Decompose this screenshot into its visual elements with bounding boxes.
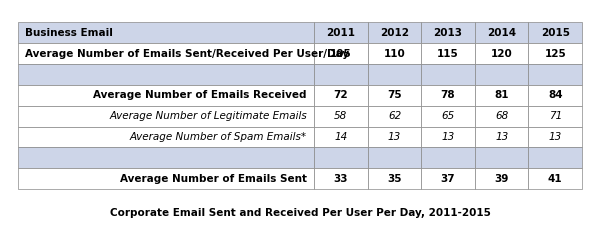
Bar	[529, 126, 582, 147]
Text: 2011: 2011	[326, 28, 355, 38]
Text: Average Number of Emails Sent: Average Number of Emails Sent	[120, 174, 307, 184]
Text: Average Number of Spam Emails*: Average Number of Spam Emails*	[130, 132, 307, 142]
Text: 65: 65	[442, 111, 455, 121]
Text: 71: 71	[548, 111, 562, 121]
Text: 72: 72	[334, 90, 348, 100]
Text: 35: 35	[387, 174, 402, 184]
Bar	[18, 147, 314, 168]
Bar	[475, 85, 529, 106]
Text: 62: 62	[388, 111, 401, 121]
Text: Average Number of Emails Received: Average Number of Emails Received	[94, 90, 307, 100]
Bar	[314, 147, 368, 168]
Bar	[475, 168, 529, 189]
Text: 105: 105	[330, 49, 352, 59]
Bar	[475, 43, 529, 64]
Text: 13: 13	[548, 132, 562, 142]
Bar	[368, 168, 421, 189]
Bar	[314, 126, 368, 147]
Text: 13: 13	[495, 132, 508, 142]
Bar	[421, 126, 475, 147]
Text: 120: 120	[491, 49, 512, 59]
Text: 2015: 2015	[541, 28, 570, 38]
Bar	[314, 168, 368, 189]
Text: 78: 78	[441, 90, 455, 100]
Bar	[368, 106, 421, 126]
Bar	[18, 106, 314, 126]
Text: 81: 81	[494, 90, 509, 100]
Bar	[529, 43, 582, 64]
Bar	[368, 43, 421, 64]
Bar	[475, 126, 529, 147]
Bar	[18, 22, 314, 43]
Text: 115: 115	[437, 49, 459, 59]
Bar	[475, 22, 529, 43]
Bar	[421, 85, 475, 106]
Bar	[314, 43, 368, 64]
Bar	[18, 43, 314, 64]
Bar	[368, 126, 421, 147]
Text: 39: 39	[494, 174, 509, 184]
Bar	[529, 85, 582, 106]
Bar	[314, 64, 368, 85]
Bar	[529, 106, 582, 126]
Bar	[475, 106, 529, 126]
Bar	[368, 22, 421, 43]
Bar	[529, 22, 582, 43]
Bar	[529, 64, 582, 85]
Bar	[18, 168, 314, 189]
Bar	[421, 22, 475, 43]
Text: 13: 13	[388, 132, 401, 142]
Bar	[368, 85, 421, 106]
Text: Business Email: Business Email	[25, 28, 113, 38]
Bar	[368, 147, 421, 168]
Text: 110: 110	[383, 49, 406, 59]
Text: 84: 84	[548, 90, 563, 100]
Bar	[529, 168, 582, 189]
Text: Average Number of Legitimate Emails: Average Number of Legitimate Emails	[109, 111, 307, 121]
Bar	[421, 147, 475, 168]
Bar	[314, 106, 368, 126]
Bar	[421, 43, 475, 64]
Bar	[529, 147, 582, 168]
Bar	[18, 85, 314, 106]
Bar	[18, 126, 314, 147]
Text: 68: 68	[495, 111, 508, 121]
Text: 41: 41	[548, 174, 563, 184]
Bar	[475, 64, 529, 85]
Text: 14: 14	[334, 132, 347, 142]
Bar	[421, 106, 475, 126]
Text: 2013: 2013	[434, 28, 463, 38]
Text: 2012: 2012	[380, 28, 409, 38]
Bar	[368, 64, 421, 85]
Text: 2014: 2014	[487, 28, 516, 38]
Bar	[421, 64, 475, 85]
Text: 37: 37	[441, 174, 455, 184]
Text: 33: 33	[334, 174, 348, 184]
Text: 13: 13	[442, 132, 455, 142]
Bar	[18, 64, 314, 85]
Bar	[314, 85, 368, 106]
Text: 58: 58	[334, 111, 347, 121]
Bar	[475, 147, 529, 168]
Text: Corporate Email Sent and Received Per User Per Day, 2011-2015: Corporate Email Sent and Received Per Us…	[110, 208, 490, 218]
Text: 125: 125	[544, 49, 566, 59]
Text: Average Number of Emails Sent/Received Per User/Day: Average Number of Emails Sent/Received P…	[25, 49, 349, 59]
Bar	[421, 168, 475, 189]
Text: 75: 75	[387, 90, 402, 100]
Bar	[314, 22, 368, 43]
